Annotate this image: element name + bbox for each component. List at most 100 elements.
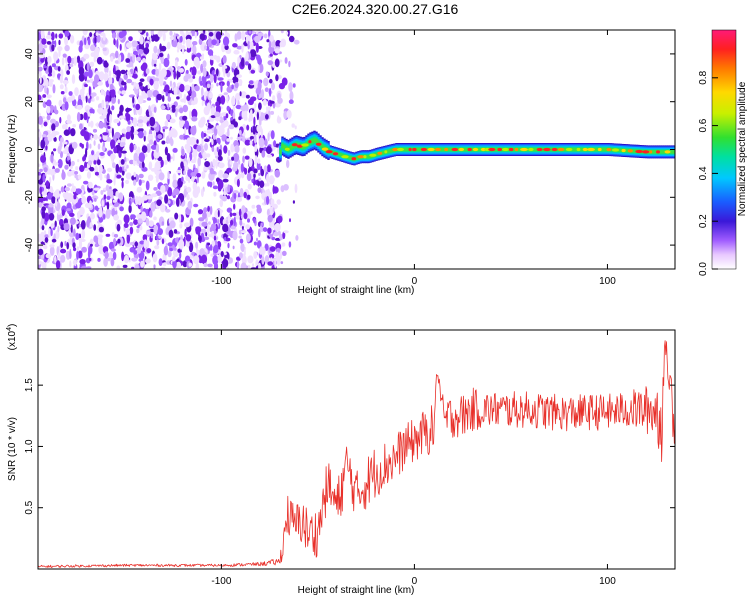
noise-blob — [213, 244, 219, 254]
noise-blob — [121, 136, 126, 143]
noise-blob — [229, 160, 233, 165]
noise-blob — [98, 217, 104, 223]
noise-blob — [41, 216, 45, 227]
noise-blob — [118, 166, 123, 173]
noise-blob — [213, 230, 217, 235]
noise-blob — [141, 160, 145, 169]
noise-blob — [38, 42, 43, 52]
noise-blob — [247, 218, 250, 223]
noise-blob — [97, 236, 103, 246]
noise-blob — [236, 260, 240, 269]
noise-blob — [161, 221, 165, 226]
signal-band-segment — [419, 147, 422, 152]
noise-blob — [250, 211, 253, 215]
noise-blob — [270, 130, 275, 140]
noise-blob — [240, 91, 247, 99]
noise-blob — [72, 185, 77, 193]
noise-blob — [239, 252, 243, 259]
noise-blob — [280, 261, 284, 265]
noise-blob — [113, 146, 118, 154]
noise-blob — [191, 116, 198, 122]
noise-blob — [214, 117, 221, 122]
noise-blob — [99, 175, 103, 181]
noise-blob — [133, 179, 137, 186]
noise-blob — [254, 144, 258, 153]
noise-blob — [247, 255, 254, 264]
signal-peak — [621, 148, 626, 153]
noise-blob — [121, 180, 124, 189]
noise-blob — [139, 78, 145, 82]
signal-peak — [321, 147, 329, 151]
noise-blob — [118, 115, 126, 120]
noise-blob — [211, 146, 215, 153]
noise-blob — [79, 206, 85, 216]
noise-blob — [67, 156, 71, 161]
noise-blob — [111, 127, 114, 138]
noise-blob — [216, 82, 219, 87]
noise-blob — [231, 84, 234, 90]
noise-blob — [221, 134, 227, 142]
noise-blob — [172, 38, 178, 48]
noise-blob — [116, 69, 121, 79]
noise-blob — [81, 195, 87, 204]
noise-blob — [220, 95, 226, 105]
noise-blob — [240, 262, 247, 269]
signal-peak — [357, 155, 365, 159]
noise-blob — [50, 228, 53, 237]
noise-blob — [179, 193, 184, 201]
noise-blob — [234, 81, 239, 89]
noise-blob — [57, 158, 63, 168]
noise-blob — [102, 141, 105, 147]
noise-blob — [75, 188, 82, 195]
signal-peak — [508, 147, 514, 152]
signal-band-segment — [573, 147, 576, 152]
signal-peak — [597, 147, 602, 152]
noise-blob — [107, 167, 113, 173]
signal-band-segment — [387, 149, 390, 154]
signal-peak — [576, 147, 581, 152]
signal-peak — [528, 147, 534, 152]
noise-blob — [69, 63, 74, 68]
noise-blob — [199, 56, 204, 60]
noise-blob — [134, 241, 138, 247]
noise-blob — [235, 92, 241, 102]
noise-blob — [132, 54, 136, 63]
x-tick-label: 100 — [599, 276, 616, 287]
noise-blob — [286, 109, 292, 119]
noise-blob — [145, 42, 149, 49]
noise-blob — [157, 30, 163, 38]
chart-title: C2E6.2024.320.00.27.G16 — [291, 1, 459, 17]
noise-blob — [96, 34, 101, 43]
noise-blob — [88, 245, 93, 255]
noise-blob — [111, 32, 117, 39]
noise-blob — [61, 209, 65, 216]
noise-blob — [291, 123, 295, 128]
noise-blob — [230, 143, 235, 153]
noise-blob — [266, 39, 270, 43]
noise-blob — [218, 169, 224, 179]
noise-blob — [164, 194, 169, 204]
noise-blob — [160, 105, 166, 110]
noise-blob — [237, 173, 242, 178]
noise-blob — [57, 209, 61, 215]
noise-blob — [64, 145, 69, 152]
noise-blob — [205, 211, 212, 218]
noise-blob — [273, 231, 279, 237]
noise-blob — [89, 108, 94, 114]
noise-blob — [257, 158, 261, 165]
noise-blob — [95, 96, 100, 101]
noise-blob — [43, 121, 48, 127]
signal-peak — [351, 157, 357, 161]
noise-blob — [252, 125, 256, 135]
noise-blob — [101, 99, 105, 109]
noise-blob — [103, 194, 107, 200]
noise-blob — [216, 55, 221, 63]
noise-blob — [173, 247, 177, 251]
noise-blob — [258, 172, 261, 176]
signal-peak — [408, 147, 412, 152]
noise-blob — [213, 126, 218, 136]
y-tick-label: 1.0 — [24, 439, 35, 453]
noise-blob — [86, 62, 90, 72]
noise-blob — [230, 109, 234, 117]
noise-blob — [120, 69, 127, 75]
